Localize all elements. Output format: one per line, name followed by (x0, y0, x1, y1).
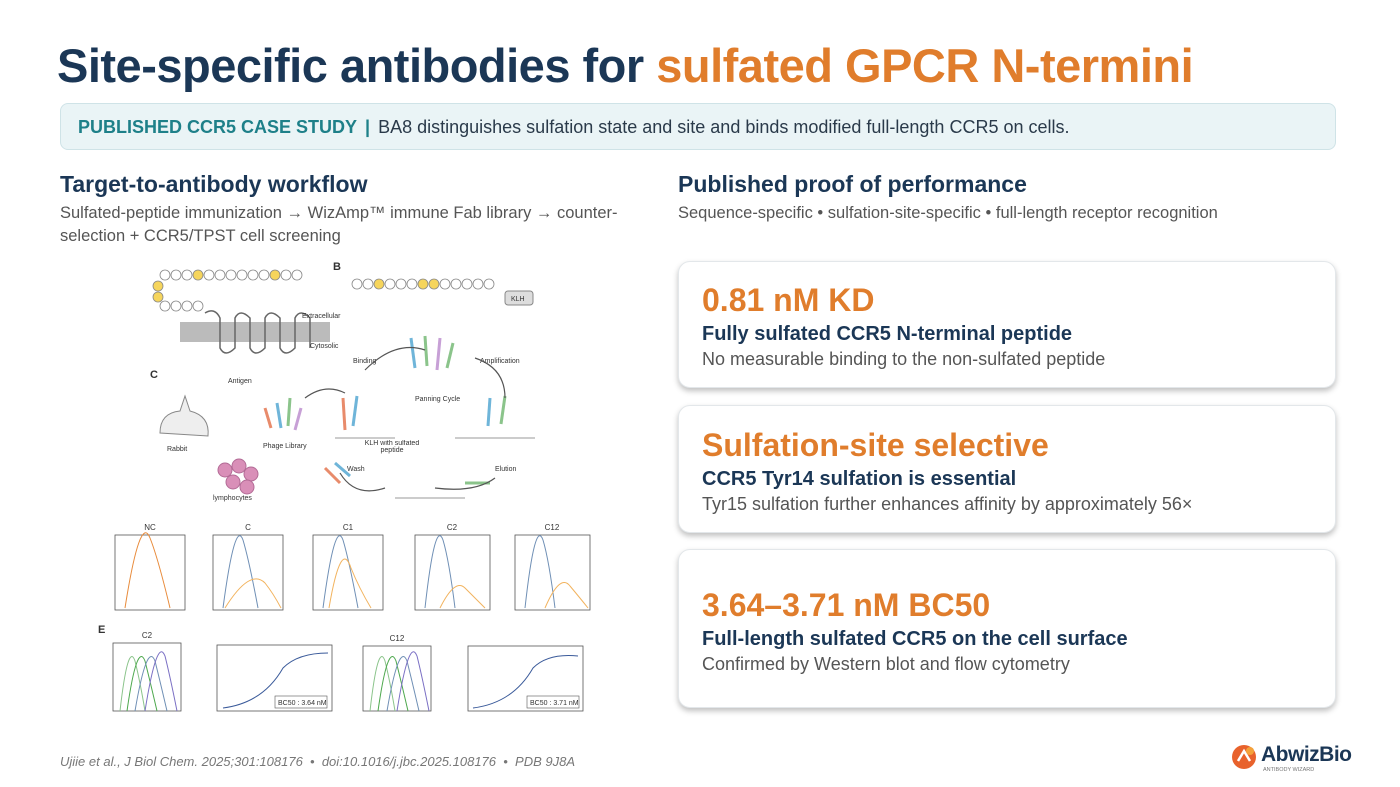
label-klh-peptide: KLH with sulfated peptide (364, 440, 420, 454)
left-column: Target-to-antibody workflow Sulfated-pep… (60, 171, 620, 248)
histogram-title: C12 (545, 523, 560, 532)
panel-letter: B (333, 261, 341, 273)
card-title: Full-length sulfated CCR5 on the cell su… (702, 628, 1128, 650)
label-wash: Wash (347, 466, 365, 473)
title-main: Site-specific antibodies for (57, 39, 644, 92)
label-amplification: Amplification (480, 358, 520, 365)
card: 3.64–3.71 nM BC50 Full-length sulfated C… (678, 549, 1336, 708)
label-klh: KLH (511, 296, 525, 303)
card-title: Fully sulfated CCR5 N-terminal peptide (702, 323, 1073, 345)
panel-letter: E (98, 624, 105, 636)
card-value: 3.64–3.71 nM BC50 (702, 587, 991, 623)
label-antigen: Antigen (228, 378, 252, 385)
right-heading: Published proof of performance (678, 171, 1027, 197)
label-rabbit: Rabbit (167, 446, 187, 453)
title-highlight: sulfated GPCR N-termini (656, 39, 1194, 92)
logo-name: AbwizBio (1261, 743, 1352, 766)
panel-b: B KLH (333, 261, 534, 306)
logo-tagline: ANTIBODY WIZARD (1263, 767, 1315, 773)
label-extracellular: Extracellular (302, 313, 341, 320)
panel-e: E C2 C12 BC50 : 3.64 nM BC50 : 3.71 nM (98, 624, 584, 712)
logo: AbwizBio ANTIBODY WIZARD (1230, 743, 1355, 775)
card: 0.81 nM KD Fully sulfated CCR5 N-termina… (678, 261, 1336, 388)
flow-title: C12 (390, 634, 405, 643)
banner: PUBLISHED CCR5 CASE STUDY | BA8 distinguis… (60, 103, 1336, 150)
histogram-title: C (245, 523, 251, 532)
panel-a: Extracellular Cytosolic (152, 269, 341, 354)
left-subtitle: Sulfated-peptide immunization → WizAmp™ … (60, 204, 618, 245)
card-text: Tyr15 sulfation further enhances affinit… (702, 494, 1193, 514)
banner-label: PUBLISHED CCR5 CASE STUDY (78, 117, 358, 137)
figure: Extracellular Cytosolic B KLH C Rabbit A… (98, 261, 591, 712)
left-heading: Target-to-antibody workflow (60, 171, 368, 197)
label-binding: Binding (353, 358, 376, 365)
panel-letter: C (150, 369, 158, 381)
right-column: Published proof of performance Sequence-… (678, 171, 1338, 225)
histogram-title: C1 (343, 523, 354, 532)
histogram-title: NC (144, 523, 156, 532)
bc50-label: BC50 : 3.64 nM (278, 700, 327, 707)
label-text: KLH with sulfated peptide (364, 440, 420, 454)
banner-text: BA8 distinguishes sulfation state and si… (378, 117, 1070, 137)
logo-icon (1232, 745, 1256, 769)
card-text: Confirmed by Western blot and flow cytom… (702, 654, 1070, 674)
label-cytosolic: Cytosolic (310, 343, 339, 350)
label-elution: Elution (495, 466, 517, 473)
flow-title: C2 (142, 631, 153, 640)
card-value: Sulfation-site selective (702, 427, 1049, 463)
panel-d: NC C C1 C2 C12 (114, 523, 591, 611)
label-panning: Panning Cycle (415, 396, 460, 403)
card: Sulfation-site selective CCR5 Tyr14 sulf… (678, 405, 1336, 533)
card-text: No measurable binding to the non-sulfate… (702, 349, 1106, 369)
card-value: 0.81 nM KD (702, 282, 875, 318)
bc50-label: BC50 : 3.71 nM (530, 700, 579, 707)
right-subtitle: Sequence-specific • sulfation-site-speci… (678, 204, 1218, 222)
label-lymphocytes: lymphocytes (213, 495, 252, 502)
histogram-title: C2 (447, 523, 458, 532)
card-title: CCR5 Tyr14 sulfation is essential (702, 468, 1017, 490)
title: Site-specific antibodies for sulfated GP… (57, 38, 1194, 93)
panel-c: C Rabbit Antigen lymphocytes Phage Libra… (150, 335, 535, 502)
citation: Ujiie et al., J Biol Chem. 2025;301:1081… (60, 754, 575, 769)
banner-separator: | (365, 117, 371, 137)
label-phage: Phage Library (263, 443, 307, 450)
